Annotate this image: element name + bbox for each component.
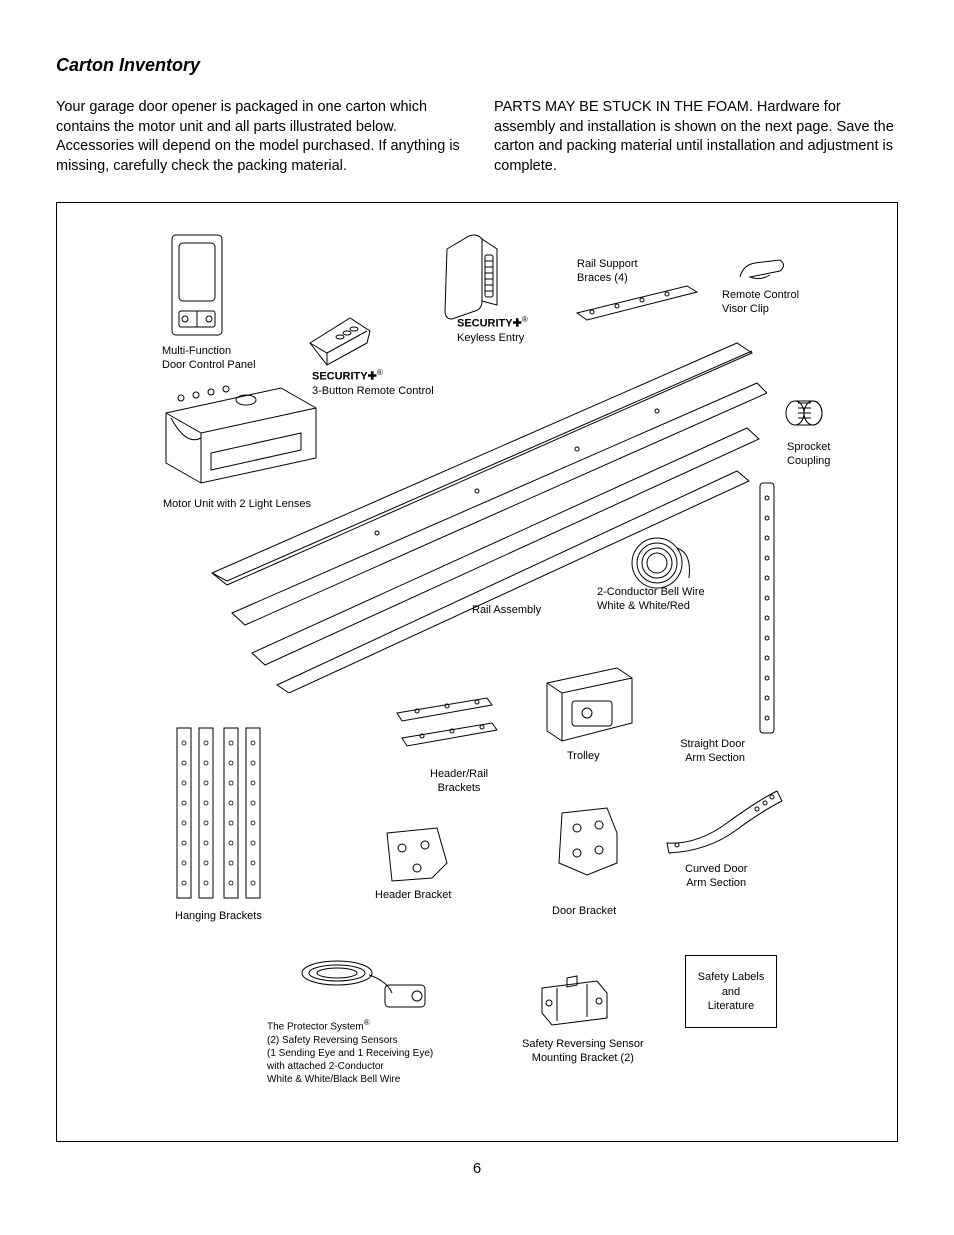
curved-arm-icon: [657, 783, 787, 863]
protector-system-icon: [297, 943, 437, 1018]
trolley-label: Trolley: [567, 750, 600, 764]
bell-wire-label: 2-Conductor Bell Wire White & White/Red: [597, 586, 705, 614]
page-title: Carton Inventory: [56, 55, 898, 76]
keyless-entry-icon: [437, 231, 512, 321]
rail-assembly-label: Rail Assembly: [472, 604, 541, 618]
bell-wire-icon: [627, 533, 697, 593]
header-bracket-label: Header Bracket: [375, 889, 451, 903]
sensor-mounting-bracket-icon: [527, 973, 622, 1033]
intro-right: PARTS MAY BE STUCK IN THE FOAM. Hardware…: [494, 98, 898, 176]
straight-arm-icon: [752, 478, 782, 738]
sprocket-coupling-label: Sprocket Coupling: [787, 441, 830, 469]
visor-clip-icon: [735, 257, 790, 287]
intro-left: Your garage door opener is packaged in o…: [56, 98, 460, 176]
sensor-mounting-bracket-label: Safety Reversing Sensor Mounting Bracket…: [522, 1038, 644, 1066]
header-rail-bracket-icon: [392, 693, 512, 753]
inventory-diagram: Multi-Function Door Control Panel SECURI…: [56, 202, 898, 1142]
door-control-panel-icon: [167, 233, 227, 338]
straight-arm-label: Straight Door Arm Section: [655, 738, 745, 766]
header-rail-bracket-label: Header/Rail Brackets: [430, 768, 488, 796]
hanging-brackets-label: Hanging Brackets: [175, 910, 262, 924]
safety-labels-box: Safety Labels and Literature: [685, 955, 777, 1028]
page-number: 6: [56, 1160, 898, 1177]
curved-arm-label: Curved Door Arm Section: [685, 863, 747, 891]
trolley-icon: [537, 663, 637, 748]
door-bracket-label: Door Bracket: [552, 905, 616, 919]
rail-support-label: Rail Support Braces (4): [577, 258, 638, 286]
protector-system-label: The Protector System® (2) Safety Reversi…: [267, 1018, 433, 1085]
rail-assembly-icon: [177, 333, 767, 693]
visor-clip-label: Remote Control Visor Clip: [722, 289, 799, 317]
intro-text: Your garage door opener is packaged in o…: [56, 98, 898, 176]
sprocket-coupling-icon: [783, 398, 823, 428]
header-bracket-icon: [377, 823, 457, 888]
hanging-brackets-icon: [169, 723, 269, 903]
door-bracket-icon: [547, 803, 627, 883]
